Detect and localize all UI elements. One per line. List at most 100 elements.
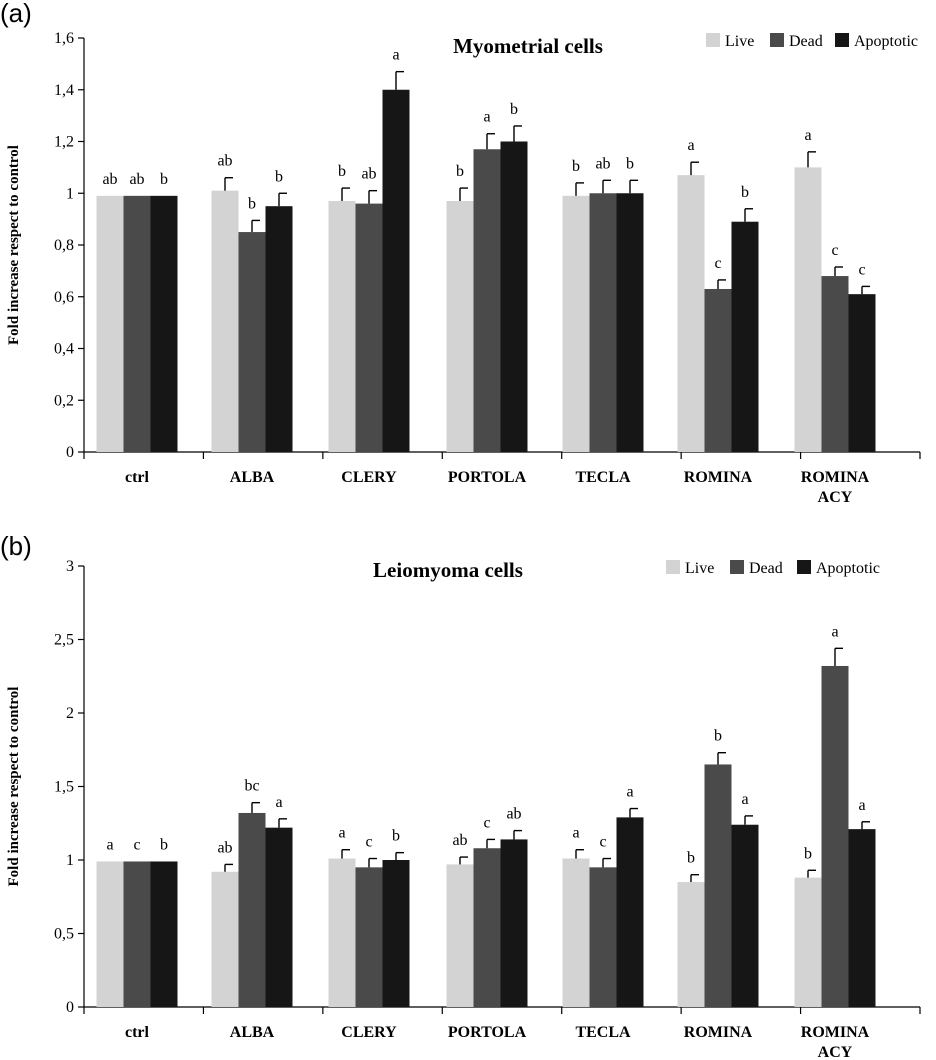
bar-live bbox=[328, 201, 356, 452]
legend-swatch-live bbox=[666, 560, 680, 574]
significance-label: b bbox=[626, 155, 634, 172]
legend-label-apoptotic: Apoptotic bbox=[816, 560, 880, 577]
x-tick-label-line: ROMINA bbox=[801, 1024, 870, 1041]
bar-dead bbox=[589, 193, 617, 452]
significance-label: ab bbox=[217, 153, 232, 170]
bar-apoptotic bbox=[731, 221, 759, 452]
significance-label: a bbox=[483, 109, 490, 126]
y-axis-label: Fold increase respect to control bbox=[6, 687, 22, 887]
significance-label: b bbox=[338, 163, 346, 180]
y-tick-label: 2 bbox=[66, 705, 74, 722]
x-tick-label: CLERY bbox=[341, 469, 397, 486]
chart-title: Myometrial cells bbox=[453, 34, 603, 58]
significance-label: ab bbox=[217, 839, 232, 856]
significance-label: c bbox=[133, 836, 140, 853]
x-tick-label-line: TECLA bbox=[575, 1024, 631, 1041]
x-tick-label-line: PORTOLA bbox=[448, 469, 527, 486]
bar-apoptotic bbox=[382, 89, 410, 452]
x-tick-label-line: ROMINA bbox=[801, 469, 870, 486]
x-tick-label: PORTOLA bbox=[448, 1024, 527, 1041]
legend-swatch-apoptotic bbox=[835, 33, 849, 47]
bar-live bbox=[211, 190, 239, 452]
legend-label-apoptotic: Apoptotic bbox=[854, 33, 918, 50]
bar-apoptotic bbox=[616, 817, 644, 1007]
x-tick-label-line: ACY bbox=[818, 1044, 853, 1060]
significance-label: a bbox=[106, 836, 113, 853]
y-tick-label: 2,5 bbox=[54, 632, 74, 649]
x-tick-label: ROMINA ACY bbox=[801, 1024, 870, 1060]
y-tick-label: 0 bbox=[66, 999, 74, 1016]
x-tick-label-line: ROMINA bbox=[684, 469, 753, 486]
bar-apoptotic bbox=[500, 839, 528, 1007]
x-tick-label-line: ctrl bbox=[125, 469, 150, 486]
bar-live bbox=[211, 871, 239, 1007]
bar-live bbox=[677, 175, 705, 452]
legend-label-live: Live bbox=[725, 33, 754, 50]
bar-live bbox=[677, 882, 705, 1007]
significance-label: ab bbox=[595, 155, 610, 172]
significance-label: b bbox=[392, 828, 400, 845]
significance-label: c bbox=[858, 261, 865, 278]
bar-dead bbox=[355, 203, 383, 452]
significance-label: ab bbox=[361, 166, 376, 183]
significance-label: a bbox=[687, 137, 694, 154]
bar-dead bbox=[473, 848, 501, 1007]
significance-label: a bbox=[338, 825, 345, 842]
significance-label: a bbox=[741, 791, 748, 808]
bar-apoptotic bbox=[848, 294, 876, 452]
x-tick-label: ctrl bbox=[125, 469, 150, 486]
panel-b-leiomyoma-chart: (b) Leiomyoma cells Fold increase respect … bbox=[0, 531, 921, 1060]
bar-dead bbox=[821, 276, 849, 452]
bar-apoptotic bbox=[265, 827, 293, 1007]
bar-apoptotic bbox=[382, 860, 410, 1007]
significance-label: a bbox=[572, 825, 579, 842]
bar-live bbox=[328, 858, 356, 1007]
significance-label: b bbox=[741, 184, 749, 201]
legend-swatch-live bbox=[706, 33, 720, 47]
bar-live bbox=[794, 877, 822, 1007]
bar-live bbox=[446, 201, 474, 452]
bar-dead bbox=[704, 764, 732, 1007]
significance-label: bc bbox=[244, 778, 259, 795]
y-tick-label: 0,8 bbox=[54, 237, 74, 254]
significance-label: c bbox=[714, 255, 721, 272]
significance-label: b bbox=[572, 158, 580, 175]
significance-label: c bbox=[831, 242, 838, 259]
x-tick-label: CLERY bbox=[341, 1024, 397, 1041]
y-tick-label: 1,2 bbox=[54, 134, 74, 151]
significance-label: ab bbox=[452, 832, 467, 849]
bar-dead bbox=[123, 861, 151, 1007]
x-tick-label: ctrl bbox=[125, 1024, 150, 1041]
bar-apoptotic bbox=[500, 141, 528, 452]
significance-label: b bbox=[275, 168, 283, 185]
bar-dead bbox=[589, 867, 617, 1007]
legend-swatch-dead bbox=[770, 33, 784, 47]
bar-live bbox=[794, 167, 822, 452]
significance-label: a bbox=[392, 47, 399, 64]
x-tick-label: ALBA bbox=[230, 469, 275, 486]
bar-apoptotic bbox=[731, 824, 759, 1007]
bar-dead bbox=[473, 149, 501, 452]
bar-live bbox=[562, 858, 590, 1007]
panel-label: (a) bbox=[0, 0, 32, 28]
significance-label: a bbox=[626, 784, 633, 801]
y-tick-label: 1,4 bbox=[54, 82, 74, 99]
significance-label: a bbox=[275, 794, 282, 811]
x-tick-label-line: ALBA bbox=[230, 1024, 275, 1041]
significance-label: b bbox=[160, 171, 168, 188]
y-tick-label: 1 bbox=[66, 852, 74, 869]
bar-apoptotic bbox=[150, 861, 178, 1007]
y-tick-label: 0,2 bbox=[54, 392, 74, 409]
x-tick-label: ALBA bbox=[230, 1024, 275, 1041]
bar-apoptotic bbox=[150, 195, 178, 452]
x-tick-label: PORTOLA bbox=[448, 469, 527, 486]
x-tick-label-line: ALBA bbox=[230, 469, 275, 486]
significance-label: b bbox=[804, 845, 812, 862]
x-tick-label: ROMINA bbox=[684, 1024, 753, 1041]
significance-label: ab bbox=[102, 171, 117, 188]
significance-label: ab bbox=[129, 171, 144, 188]
bar-dead bbox=[704, 288, 732, 452]
panel-a-myometrial-chart: (a) Myometrial cells Fold increase respect… bbox=[0, 0, 921, 506]
bar-live bbox=[562, 195, 590, 452]
